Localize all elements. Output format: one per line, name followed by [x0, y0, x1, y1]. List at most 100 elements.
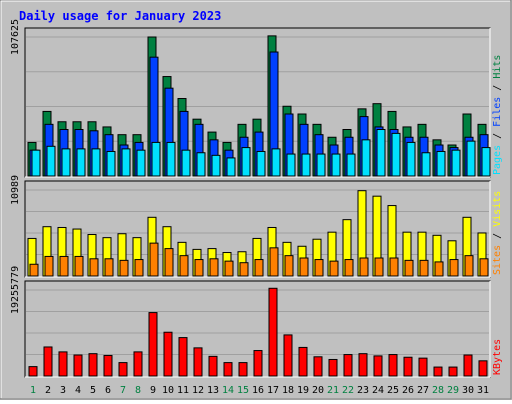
- legend-visits-sites: Sites / Visits: [492, 191, 503, 275]
- x-tick-label-day-12: 12: [192, 385, 204, 396]
- x-tick-label-day-19: 19: [297, 385, 309, 396]
- x-tick-label-day-5: 5: [90, 385, 96, 396]
- bar-kbytes-day-1: [28, 366, 38, 377]
- bar-kbytes-day-24: [373, 355, 383, 377]
- bar-kbytes-day-28: [433, 366, 443, 377]
- bar-pages-day-11: [181, 149, 191, 177]
- bar-pages-day-3: [61, 148, 71, 177]
- bar-pages-day-4: [76, 148, 86, 177]
- bar-sites-day-1: [29, 263, 39, 277]
- bar-sites-day-5: [89, 258, 99, 277]
- x-tick-label-day-28: 28: [432, 385, 444, 396]
- bar-kbytes-day-25: [388, 354, 398, 377]
- x-tick-label-day-4: 4: [75, 385, 81, 396]
- bar-pages-day-22: [346, 153, 356, 177]
- bar-sites-day-22: [344, 259, 354, 277]
- bar-pages-day-17: [271, 148, 281, 177]
- bar-kbytes-day-27: [418, 357, 428, 377]
- bar-pages-day-20: [316, 153, 326, 177]
- bar-sites-day-25: [389, 257, 399, 277]
- x-tick-label-day-3: 3: [60, 385, 66, 396]
- legend-entry: Sites: [492, 245, 503, 275]
- bar-pages-day-27: [421, 152, 431, 177]
- bar-sites-day-18: [284, 255, 294, 277]
- bar-sites-day-24: [374, 257, 384, 277]
- legend-kbytes: KBytes: [492, 339, 503, 375]
- chart-panels: 107625 Pages / Files / Hits 10989 Sites / V…: [10, 19, 503, 378]
- x-tick-label-day-7: 7: [120, 385, 126, 396]
- bar-sites-day-28: [434, 261, 444, 277]
- bar-sites-day-20: [314, 259, 324, 277]
- x-tick-label-day-29: 29: [447, 385, 459, 396]
- x-tick-label-day-6: 6: [105, 385, 111, 396]
- bar-pages-day-5: [91, 148, 101, 177]
- bar-sites-day-31: [479, 258, 489, 277]
- x-tick-label-day-11: 11: [177, 385, 189, 396]
- bar-kbytes-day-17: [268, 287, 278, 377]
- bar-sites-day-30: [464, 255, 474, 277]
- legend-entry: KBytes: [492, 339, 503, 375]
- x-tick-label-day-21: 21: [327, 385, 339, 396]
- x-tick-label-day-14: 14: [222, 385, 234, 396]
- bar-pages-day-1: [31, 149, 41, 177]
- bar-sites-day-16: [254, 259, 264, 277]
- bar-pages-day-18: [286, 153, 296, 177]
- bar-kbytes-day-20: [313, 356, 323, 377]
- bar-sites-day-7: [119, 259, 129, 277]
- y-tick-label: 19255779: [10, 266, 21, 314]
- bar-pages-day-7: [121, 148, 131, 177]
- bar-pages-day-10: [166, 141, 176, 177]
- bar-sites-day-21: [329, 260, 339, 277]
- bar-kbytes-day-10: [163, 331, 173, 377]
- bar-pages-day-9: [151, 141, 161, 177]
- bar-pages-day-25: [391, 132, 401, 177]
- bar-pages-day-14: [226, 157, 236, 177]
- x-axis-labels: 1 2 3 4 5 6 7 8 9 10 11 12 13 14 15 16 17 18 19 20 21 22 23 24 2…: [30, 385, 489, 396]
- bar-pages-day-16: [256, 150, 266, 177]
- bar-kbytes-day-26: [403, 356, 413, 377]
- bar-kbytes-day-30: [463, 354, 473, 377]
- bar-sites-day-9: [149, 242, 159, 277]
- bar-kbytes-day-19: [298, 346, 308, 377]
- bar-sites-day-23: [359, 257, 369, 277]
- bar-sites-day-10: [164, 248, 174, 277]
- bar-pages-day-19: [301, 153, 311, 177]
- bar-pages-day-21: [331, 153, 341, 177]
- x-tick-label-day-17: 17: [267, 385, 279, 396]
- bar-sites-day-12: [194, 259, 204, 277]
- x-tick-label-day-8: 8: [135, 385, 141, 396]
- bar-sites-day-27: [419, 259, 429, 277]
- bar-pages-day-31: [481, 147, 491, 177]
- panel-kbytes: 19255779 KBytes: [10, 266, 503, 378]
- bar-sites-day-11: [179, 255, 189, 277]
- x-tick-label-day-23: 23: [357, 385, 369, 396]
- bar-pages-day-30: [466, 140, 476, 177]
- bar-pages-day-28: [436, 150, 446, 177]
- bar-pages-day-15: [241, 147, 251, 177]
- bar-pages-day-29: [451, 149, 461, 177]
- x-tick-label-day-2: 2: [45, 385, 51, 396]
- x-tick-label-day-18: 18: [282, 385, 294, 396]
- x-tick-label-day-24: 24: [372, 385, 384, 396]
- bar-pages-day-24: [376, 129, 386, 177]
- bar-pages-day-2: [46, 145, 56, 177]
- bar-kbytes-day-18: [283, 334, 293, 377]
- bar-kbytes-day-9: [148, 312, 158, 377]
- legend-entry: /: [492, 127, 503, 145]
- y-tick-label: 10989: [10, 175, 21, 205]
- bar-kbytes-day-3: [58, 351, 68, 377]
- bar-pages-day-23: [361, 139, 371, 177]
- legend-entry: Files: [492, 97, 503, 127]
- x-tick-label-day-31: 31: [477, 385, 489, 396]
- x-tick-label-day-16: 16: [252, 385, 264, 396]
- legend-entry: Hits: [492, 55, 503, 79]
- x-tick-label-day-9: 9: [150, 385, 156, 396]
- bar-kbytes-day-16: [253, 350, 263, 377]
- x-tick-label-day-15: 15: [237, 385, 249, 396]
- bar-pages-day-26: [406, 141, 416, 177]
- bar-kbytes-day-12: [193, 347, 203, 377]
- bar-pages-day-12: [196, 152, 206, 177]
- legend-entry: Pages: [492, 145, 503, 175]
- bar-pages-day-13: [211, 154, 221, 177]
- bar-kbytes-day-11: [178, 337, 188, 377]
